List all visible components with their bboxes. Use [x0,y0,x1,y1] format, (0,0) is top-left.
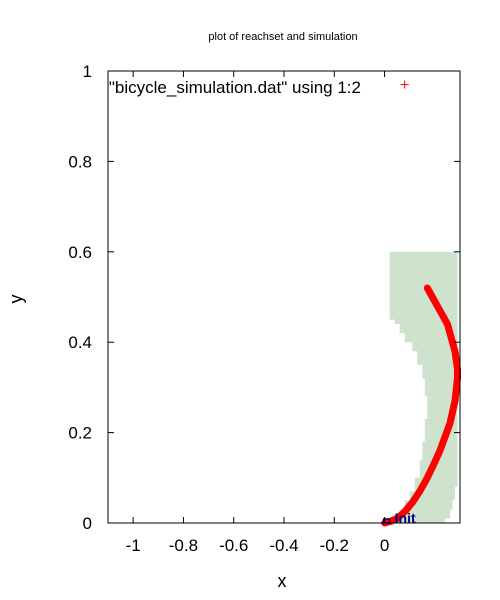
y-tick-label: 0.4 [68,333,92,352]
x-tick-label: -1 [126,536,141,555]
simulation-point [439,312,446,319]
simulation-point [446,420,453,427]
simulation-point [434,303,441,310]
y-tick-label: 1 [83,62,92,81]
x-tick-label: -0.8 [169,536,198,555]
chart-title: plot of reachset and simulation [208,31,357,43]
simulation-point [424,474,431,481]
y-axis-label: y [6,295,26,304]
y-tick-label: 0.2 [68,424,92,443]
y-tick-label: 0.8 [68,152,92,171]
simulation-point [454,366,461,373]
simulation-point [394,515,401,522]
y-tick-label: 0.6 [68,243,92,262]
simulation-point [431,458,438,465]
x-tick-label: -0.2 [320,536,349,555]
simulation-point [424,284,431,291]
init-label: Init [395,510,416,526]
simulation-point [409,499,416,506]
simulation-point [416,488,423,495]
simulation-point [429,294,436,300]
simulation-point [444,321,451,328]
simulation-point [453,386,460,393]
x-tick-label: -0.6 [219,536,248,555]
simulation-point [451,348,458,355]
simulation-point [441,434,448,441]
simulation-point [453,357,460,364]
simulation-point [436,447,443,454]
simulation-point [449,409,456,416]
x-tick-label: 0 [380,536,389,555]
x-tick-label: -0.4 [269,536,298,555]
simulation-point [446,330,453,337]
simulation-point [451,397,458,404]
simulation-point [401,508,408,515]
x-axis-label: x [278,571,287,591]
simulation-point [454,375,461,382]
y-tick-label: 0 [83,514,92,533]
legend-label: "bicycle_simulation.dat" using 1:2 [109,78,361,97]
